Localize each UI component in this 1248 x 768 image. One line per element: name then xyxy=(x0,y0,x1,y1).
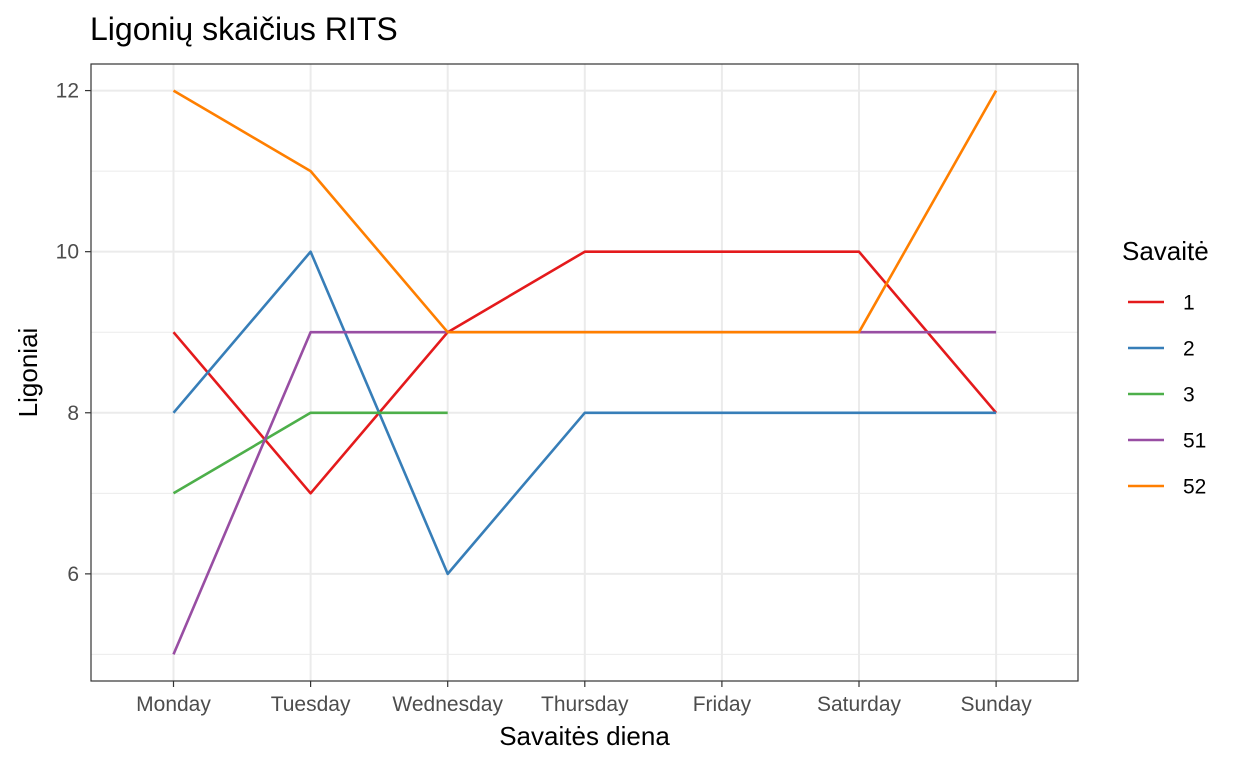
y-axis: 6 8 10 12 xyxy=(56,80,91,586)
legend-title: Savaitė xyxy=(1122,236,1209,266)
x-tick-label: Wednesday xyxy=(392,693,503,716)
legend-label-52: 52 xyxy=(1183,476,1206,499)
y-tick-label: 6 xyxy=(67,563,79,586)
y-axis-title: Ligoniai xyxy=(13,328,43,418)
y-tick-label: 8 xyxy=(67,402,79,425)
x-tick-label: Friday xyxy=(693,693,752,716)
x-axis-title: Savaitės diena xyxy=(499,721,670,751)
series-lines xyxy=(172,89,998,655)
legend: Savaitė 1 2 3 51 52 xyxy=(1122,236,1209,499)
grid xyxy=(91,64,1078,681)
series-line-2 xyxy=(172,250,997,576)
x-axis: Monday Tuesday Wednesday Thursday Friday Satu… xyxy=(136,681,1032,716)
y-tick-label: 12 xyxy=(56,80,79,103)
series-line-1 xyxy=(172,250,998,495)
x-tick-label: Saturday xyxy=(817,693,902,716)
x-tick-label: Monday xyxy=(136,693,211,716)
x-tick-label: Tuesday xyxy=(271,693,351,716)
legend-label-2: 2 xyxy=(1183,338,1195,361)
chart-title: Ligonių skaičius RITS xyxy=(90,11,398,47)
legend-label-51: 51 xyxy=(1183,430,1206,453)
x-tick-label: Sunday xyxy=(960,693,1032,716)
legend-label-3: 3 xyxy=(1183,384,1195,407)
series-line-52 xyxy=(172,89,998,334)
x-tick-label: Thursday xyxy=(541,693,629,716)
legend-label-1: 1 xyxy=(1183,292,1195,315)
y-tick-label: 10 xyxy=(56,241,79,264)
series-line-3 xyxy=(172,411,448,495)
